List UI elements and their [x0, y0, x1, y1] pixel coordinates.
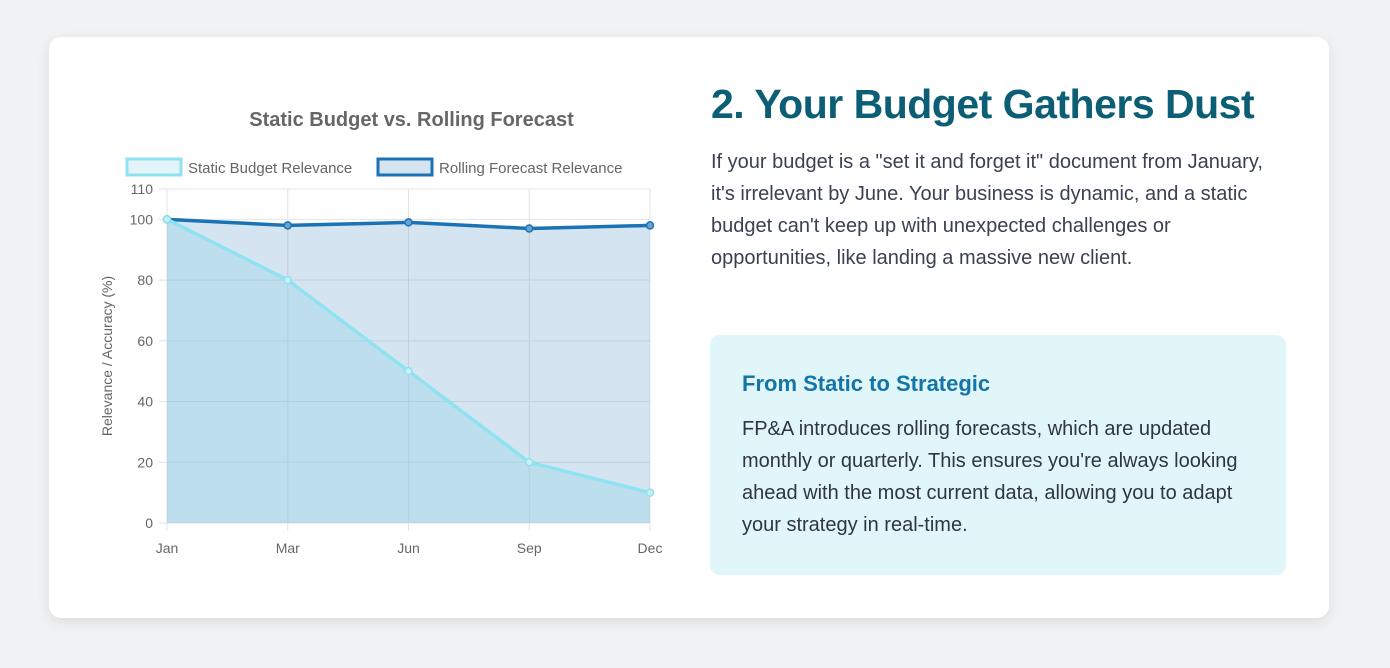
- x-tick-label: Jan: [156, 540, 179, 556]
- legend-label-rolling: Rolling Forecast Relevance: [439, 160, 622, 177]
- data-point-static: [404, 366, 413, 376]
- x-tick-label: Mar: [276, 540, 300, 556]
- x-tick-label: Jun: [397, 540, 420, 556]
- y-tick-label: 40: [137, 394, 153, 410]
- legend-swatch-static: [125, 157, 183, 177]
- x-tick-label: Sep: [517, 540, 542, 556]
- y-tick-label: 20: [137, 454, 153, 470]
- data-point-static: [645, 488, 655, 497]
- data-point-static: [525, 458, 534, 467]
- data-point-rolling: [525, 224, 534, 233]
- section-heading: 2. Your Budget Gathers Dust: [711, 81, 1255, 127]
- legend-swatch-rolling: [376, 157, 434, 177]
- callout-box: From Static to Strategic FP&A introduces…: [710, 335, 1286, 575]
- y-tick-label: 60: [137, 333, 153, 349]
- chart-title: Static Budget vs. Rolling Forecast: [249, 109, 574, 131]
- data-point-rolling: [645, 221, 655, 230]
- data-point-static: [283, 275, 292, 285]
- callout-title: From Static to Strategic: [742, 371, 991, 396]
- data-point-rolling: [404, 218, 413, 227]
- callout-text: FP&A introduces rolling forecasts, which…: [742, 418, 1238, 536]
- section-body: If your budget is a "set it and forget i…: [711, 151, 1263, 269]
- data-point-static: [162, 215, 172, 224]
- y-tick-label: 100: [130, 211, 154, 227]
- y-tick-label: 0: [145, 515, 153, 531]
- y-tick-label: 80: [137, 272, 153, 288]
- legend-label-static: Static Budget Relevance: [188, 160, 352, 177]
- data-point-rolling: [283, 221, 292, 230]
- y-axis-title: Relevance / Accuracy (%): [99, 276, 115, 436]
- chart-canvas: Static Budget vs. Rolling Forecast Static…: [99, 109, 663, 556]
- budget-chart: Static Budget vs. Rolling Forecast Static…: [90, 100, 680, 570]
- x-tick-label: Dec: [638, 540, 663, 556]
- y-tick-label: 110: [131, 181, 154, 197]
- text-column: 2. Your Budget Gathers Dust If your budg…: [711, 78, 1286, 274]
